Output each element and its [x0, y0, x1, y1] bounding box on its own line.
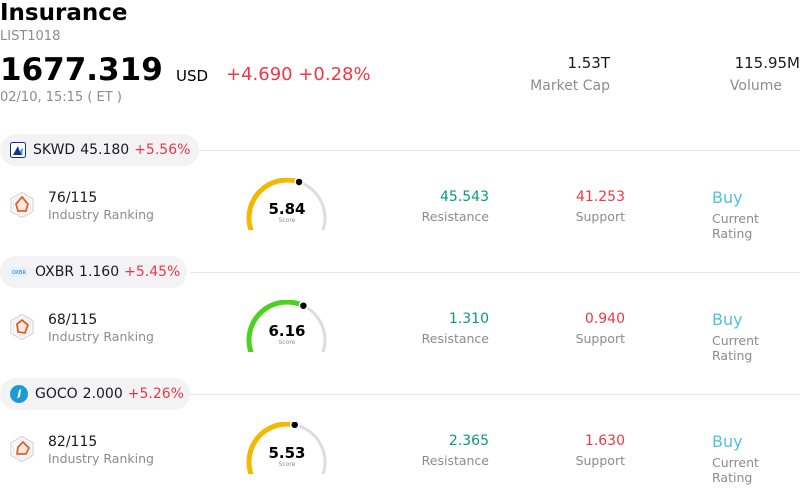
section-divider [190, 272, 800, 273]
support-value: 1.630 [584, 433, 625, 449]
support-value: 0.940 [584, 311, 625, 327]
stock-ticker: GOCO [35, 386, 78, 402]
stock-change-pct: +5.26% [127, 386, 184, 402]
timestamp: 02/10, 15:15 ( ET ) [0, 90, 122, 105]
industry-rank-label: Industry Ranking [48, 329, 154, 344]
industry-rank-value: 82/115 [48, 434, 98, 450]
score-value: 5.84 [268, 200, 306, 218]
industry-rank-value: 76/115 [48, 190, 98, 206]
svg-text:OXBR: OXBR [12, 270, 26, 276]
index-code: LIST1018 [0, 29, 61, 44]
industry-rank-label: Industry Ranking [48, 451, 154, 466]
resistance-value: 1.310 [448, 311, 489, 327]
page-title: Insurance [0, 0, 128, 26]
score-value: 5.53 [268, 444, 306, 462]
industry-rank-label: Industry Ranking [48, 207, 154, 222]
current-rating-value[interactable]: Buy [712, 188, 743, 207]
stock-pill[interactable]: GOCO 2.000 +5.26% [0, 378, 190, 410]
resistance-label: Resistance [421, 209, 489, 224]
support-label: Support [575, 453, 625, 468]
score-label: Score [278, 217, 296, 224]
support-label: Support [575, 209, 625, 224]
current-rating-label: Current Rating [712, 455, 759, 485]
currency-label: USD [176, 67, 209, 85]
market-cap-label: Market Cap [530, 78, 610, 94]
industry-rank-value: 68/115 [48, 312, 98, 328]
index-price: 1677.319 [0, 52, 163, 88]
section-divider [190, 150, 800, 151]
score-gauge [246, 178, 327, 230]
stock-price: 1.160 [79, 264, 120, 280]
index-change: +4.690 +0.28% [226, 64, 371, 85]
score-value: 6.16 [268, 322, 306, 340]
stock-pill[interactable]: OXBR OXBR 1.160 +5.45% [0, 256, 187, 288]
stock-price: 2.000 [82, 386, 123, 402]
ranking-badge-icon [10, 191, 34, 219]
market-cap-value: 1.53T [567, 54, 610, 72]
skwd-logo-icon [10, 141, 26, 159]
section-divider [190, 394, 800, 395]
ranking-badge-icon [10, 435, 34, 463]
support-value: 41.253 [576, 189, 625, 205]
current-rating-value[interactable]: Buy [712, 432, 743, 451]
goco-logo-icon [10, 385, 28, 403]
ranking-badge-icon [10, 313, 34, 341]
stock-price: 45.180 [80, 142, 130, 158]
volume-label: Volume [729, 78, 782, 94]
stock-ticker: SKWD [33, 142, 76, 158]
resistance-label: Resistance [421, 331, 489, 346]
stock-pill[interactable]: SKWD 45.180 +5.56% [0, 134, 199, 166]
support-label: Support [575, 331, 625, 346]
resistance-value: 45.543 [440, 189, 489, 205]
resistance-value: 2.365 [448, 433, 489, 449]
stock-change-pct: +5.45% [124, 264, 181, 280]
stock-change-pct: +5.56% [134, 142, 191, 158]
score-label: Score [278, 461, 296, 468]
current-rating-label: Current Rating [712, 211, 759, 241]
score-gauge [246, 422, 327, 474]
oxbr-logo-icon: OXBR [10, 263, 28, 281]
current-rating-value[interactable]: Buy [712, 310, 743, 329]
score-gauge [246, 300, 327, 352]
stock-ticker: OXBR [35, 264, 75, 280]
volume-value: 115.95M [734, 54, 800, 72]
current-rating-label: Current Rating [712, 333, 759, 363]
resistance-label: Resistance [421, 453, 489, 468]
score-label: Score [278, 339, 296, 346]
